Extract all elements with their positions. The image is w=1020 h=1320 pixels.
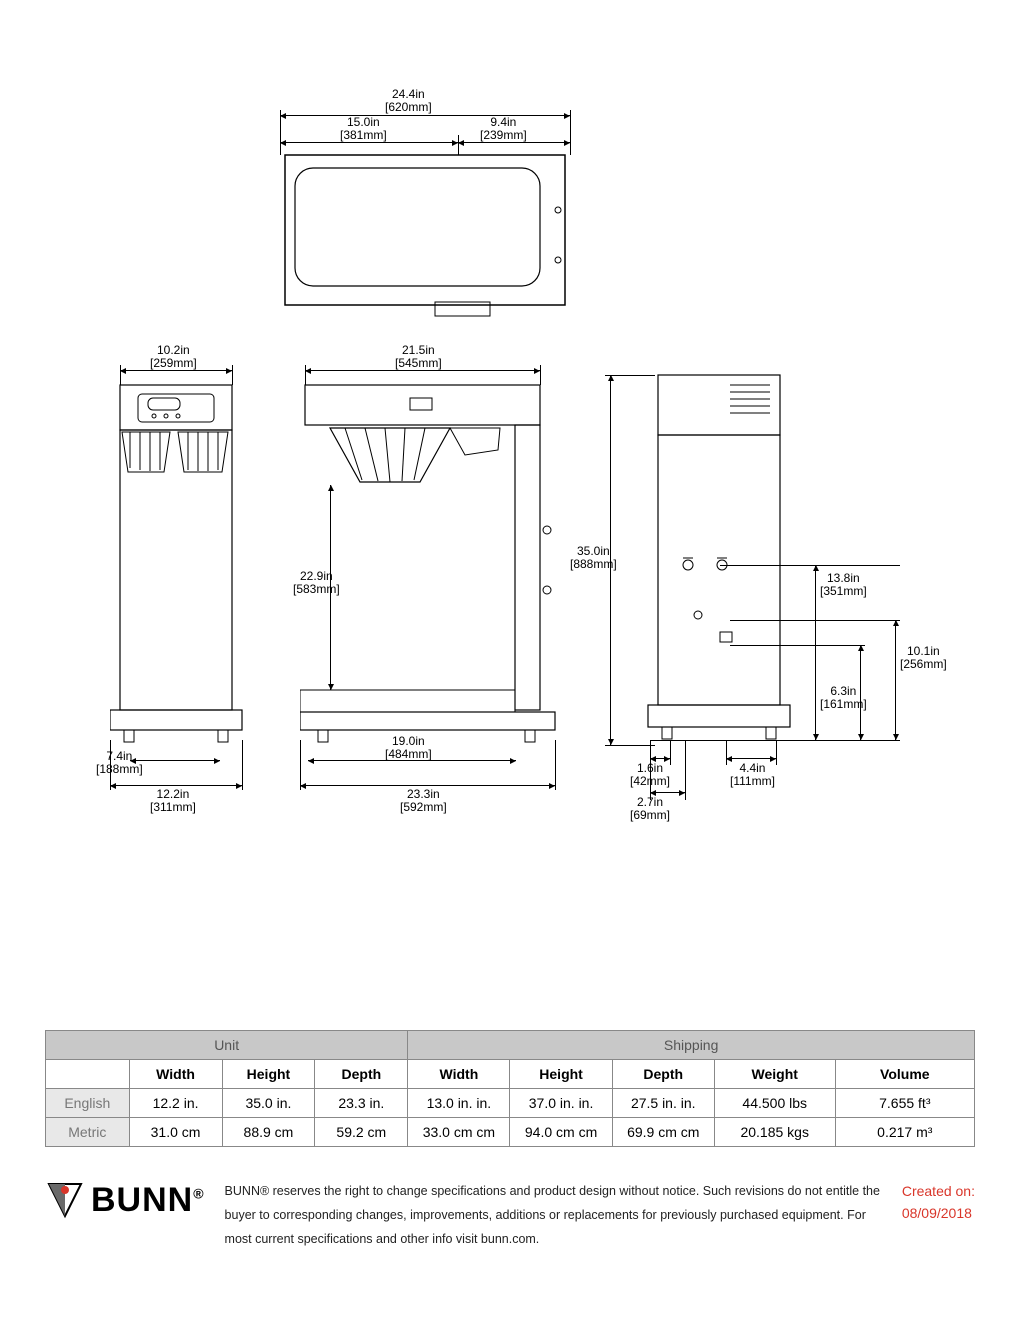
col-volume: Volume (835, 1060, 974, 1089)
col-height: Height (510, 1060, 612, 1089)
shipping-header: Shipping (408, 1031, 975, 1060)
table-row-metric: Metric 31.0 cm 88.9 cm 59.2 cm 33.0 cm c… (46, 1118, 975, 1147)
dim-front-inner: 7.4in[188mm] (96, 750, 143, 776)
created-on: Created on: 08/09/2018 (902, 1180, 975, 1225)
dim-rear-h3: 6.3in[161mm] (820, 685, 867, 711)
dim-front-base: 12.2in[311mm] (150, 788, 196, 814)
dim-rear-h2: 10.1in[256mm] (900, 645, 947, 671)
technical-drawings: 24.4in[620mm] 15.0in[381mm] 9.4in[239mm]… (50, 90, 970, 810)
dim-side-inner: 19.0in[484mm] (385, 735, 432, 761)
dim-side-top: 21.5in[545mm] (395, 344, 442, 370)
col-depth: Depth (315, 1060, 408, 1089)
col-height: Height (222, 1060, 315, 1089)
unit-header: Unit (46, 1031, 408, 1060)
dim-rear-overall-h: 35.0in[888mm] (570, 545, 617, 571)
dim-rear-h1: 13.8in[351mm] (820, 572, 867, 598)
created-date: 08/09/2018 (902, 1205, 972, 1221)
dim-side-midh: 22.9in[583mm] (293, 570, 340, 596)
dim-rear-b3: 4.4in[111mm] (730, 762, 775, 788)
dim-top-left: 15.0in[381mm] (340, 116, 387, 142)
col-weight: Weight (714, 1060, 835, 1089)
footer: BUNN® BUNN® reserves the right to change… (45, 1180, 975, 1251)
col-width: Width (408, 1060, 510, 1089)
dim-side-base: 23.3in[592mm] (400, 788, 447, 814)
front-view-drawing (110, 380, 250, 750)
brand-logo-icon (45, 1180, 85, 1220)
spec-table: Unit Shipping Width Height Depth Width H… (45, 1030, 975, 1147)
col-depth: Depth (612, 1060, 714, 1089)
dim-top-right: 9.4in[239mm] (480, 116, 527, 142)
side-view-drawing (300, 380, 560, 750)
disclaimer-text: BUNN® reserves the right to change speci… (225, 1180, 882, 1251)
rear-view-drawing (640, 370, 800, 750)
brand-logo: BUNN® (45, 1180, 205, 1220)
col-width: Width (129, 1060, 222, 1089)
table-row-english: English 12.2 in. 35.0 in. 23.3 in. 13.0 … (46, 1089, 975, 1118)
dim-front-top: 10.2in[259mm] (150, 344, 197, 370)
top-view-drawing (280, 150, 570, 320)
brand-name: BUNN® (91, 1181, 205, 1220)
dim-top-overall: 24.4in[620mm] (385, 88, 432, 114)
